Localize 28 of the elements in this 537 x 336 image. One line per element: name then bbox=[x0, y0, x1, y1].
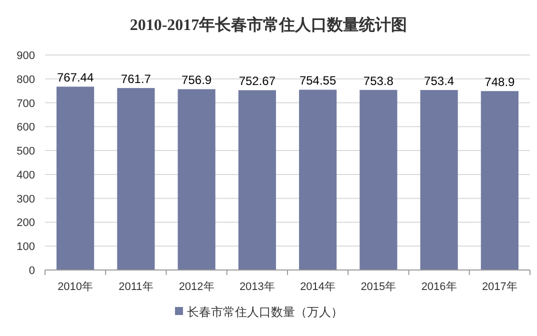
y-tick-label: 0 bbox=[28, 265, 35, 277]
data-label: 753.8 bbox=[363, 74, 394, 88]
data-label: 754.55 bbox=[299, 74, 336, 88]
data-label: 767.44 bbox=[56, 70, 94, 85]
data-label: 756.9 bbox=[182, 73, 212, 88]
chart-title: 2010-2017年长春市常住人口数量统计图 bbox=[130, 16, 408, 34]
y-tick-label: 300 bbox=[16, 193, 35, 206]
legend-label: 长春市常住人口数量（万人） bbox=[187, 305, 343, 319]
y-tick-label: 700 bbox=[16, 98, 35, 110]
data-label: 753.4 bbox=[424, 74, 454, 88]
y-tick-label: 500 bbox=[16, 146, 35, 158]
x-tick-label: 2013年 bbox=[239, 281, 275, 293]
x-tick-label: 2012年 bbox=[178, 281, 214, 293]
data-label: 748.9 bbox=[484, 75, 516, 90]
y-tick-label: 800 bbox=[16, 74, 35, 86]
x-tick-label: 2016年 bbox=[421, 281, 457, 293]
y-tick-label: 400 bbox=[16, 169, 35, 182]
data-label: 761.7 bbox=[120, 72, 152, 86]
y-tick-label: 200 bbox=[16, 217, 35, 230]
x-tick-label: 2011年 bbox=[118, 281, 154, 293]
data-label: 752.67 bbox=[238, 74, 276, 88]
y-tick-label: 600 bbox=[16, 122, 35, 134]
y-tick-label: 900 bbox=[16, 50, 35, 62]
x-tick-label: 2014年 bbox=[300, 281, 336, 293]
y-tick-label: 100 bbox=[16, 241, 35, 254]
x-tick-label: 2015年 bbox=[360, 281, 396, 293]
x-tick-label: 2017年 bbox=[482, 281, 518, 293]
x-tick-label: 2010年 bbox=[58, 281, 94, 293]
